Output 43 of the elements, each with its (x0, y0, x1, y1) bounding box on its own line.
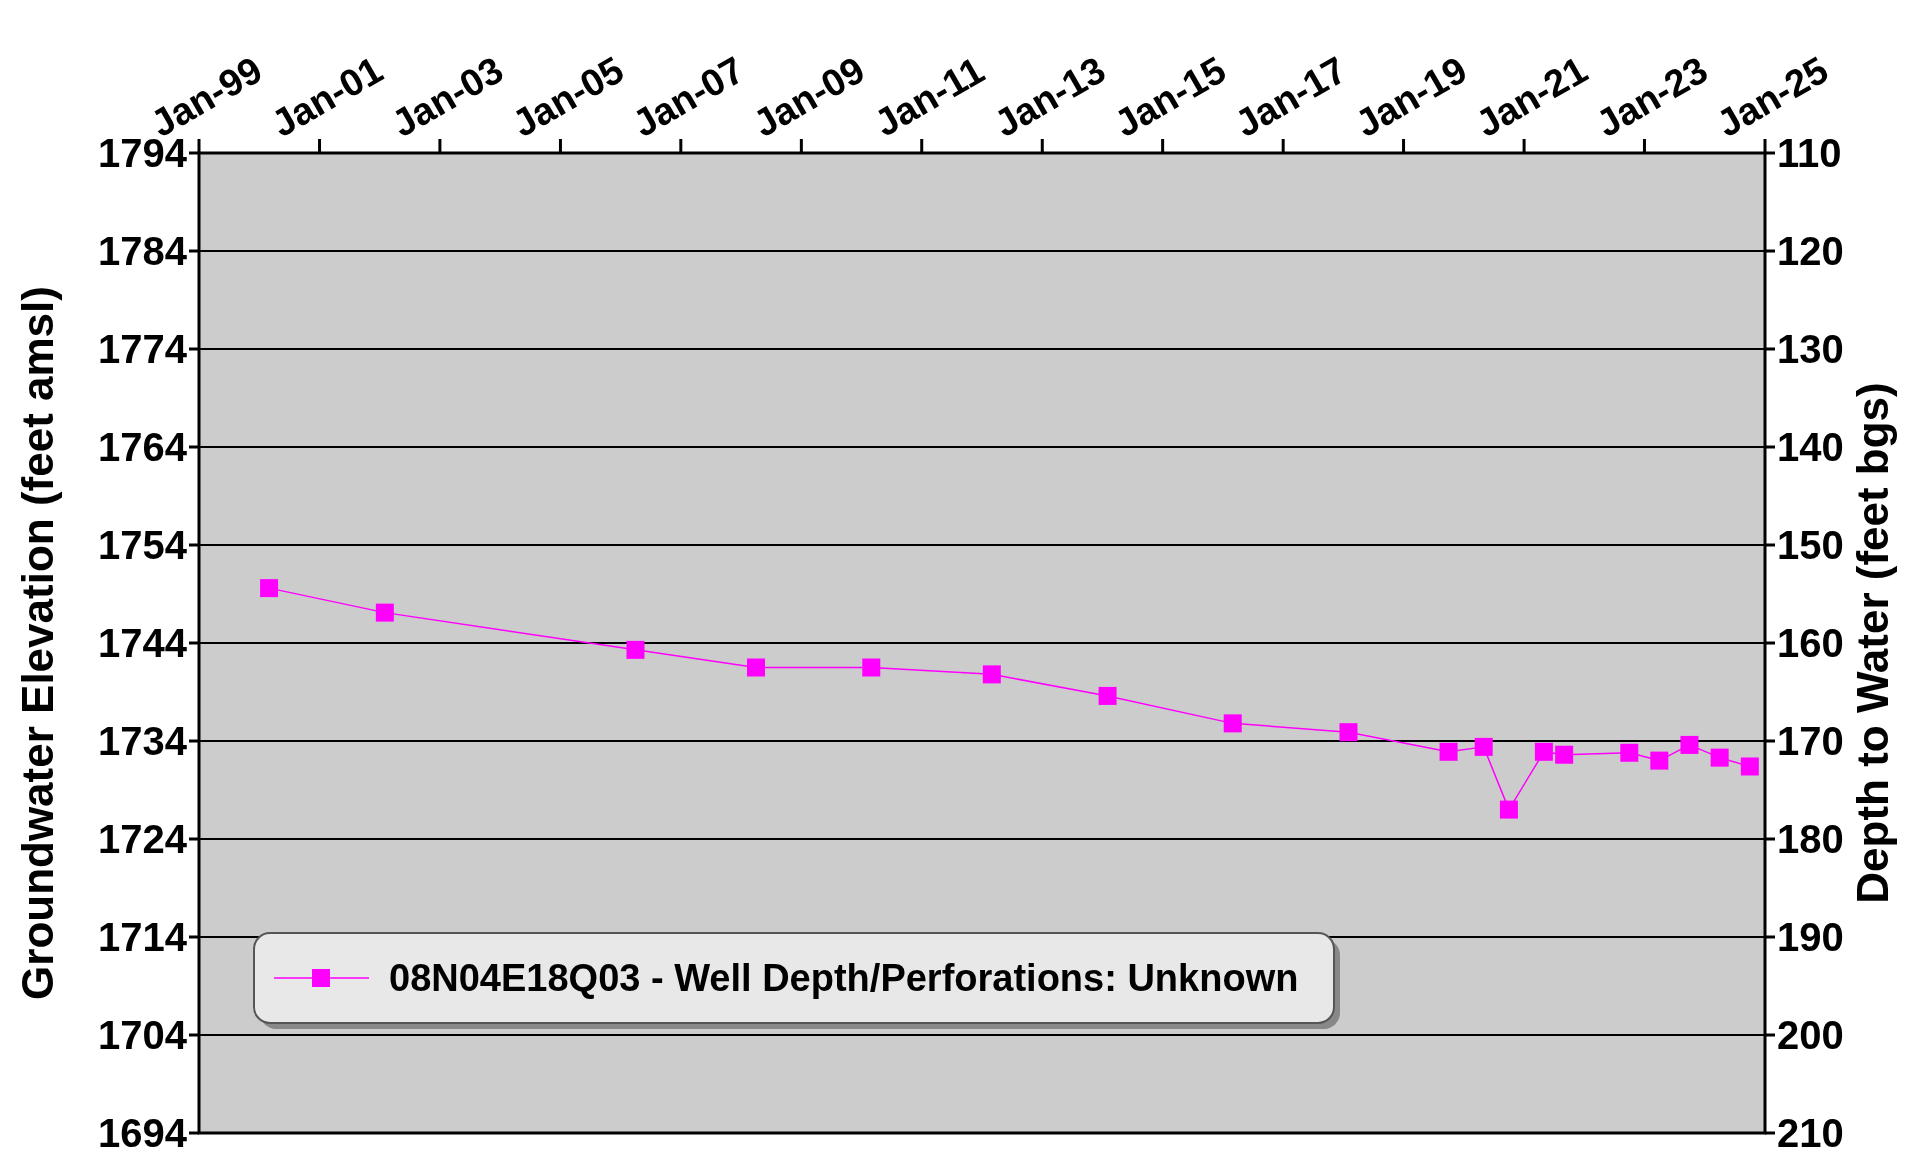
y2-tick-label: 200 (1777, 1013, 1844, 1057)
y-tick-label: 1694 (98, 1111, 188, 1155)
point (1620, 743, 1639, 762)
y2-tick-label: 120 (1777, 229, 1844, 273)
point (1499, 800, 1518, 819)
point (982, 665, 1001, 684)
y2-tick-label: 170 (1777, 719, 1844, 763)
point (1555, 745, 1574, 764)
y-tick-label: 1724 (98, 817, 188, 861)
point (1534, 742, 1553, 761)
point (1098, 686, 1117, 705)
point (1339, 723, 1358, 742)
point (1740, 757, 1759, 776)
y-tick-label: 1744 (98, 621, 188, 665)
point (375, 603, 394, 622)
legend-label: 08N04E18Q03 - Well Depth/Perforations: Unknown (389, 957, 1299, 1000)
y2-axis-title: Depth to Water (feet bgs) (1848, 382, 1897, 904)
point (1439, 742, 1458, 761)
point (1650, 751, 1669, 770)
y-axis-title: Groundwater Elevation (feet amsl) (13, 286, 62, 1000)
point (1710, 748, 1729, 767)
y-tick-label: 1774 (98, 327, 188, 371)
y2-tick-label: 210 (1777, 1111, 1844, 1155)
point (1680, 735, 1699, 754)
y2-tick-label: 130 (1777, 327, 1844, 371)
point (1474, 737, 1493, 756)
y2-tick-label: 190 (1777, 915, 1844, 959)
y2-tick-label: 180 (1777, 817, 1844, 861)
y2-tick-label: 160 (1777, 621, 1844, 665)
y2-tick-label: 140 (1777, 425, 1844, 469)
y-tick-label: 1754 (98, 523, 188, 567)
point (862, 658, 881, 677)
y2-tick-label: 110 (1777, 131, 1842, 175)
y-tick-label: 1734 (98, 719, 188, 763)
y-tick-label: 1764 (98, 425, 188, 469)
y-tick-label: 1704 (98, 1013, 188, 1057)
point (1223, 714, 1242, 733)
point (626, 640, 645, 659)
y2-tick-label: 150 (1777, 523, 1844, 567)
y-tick-label: 1714 (98, 915, 188, 959)
point (747, 658, 766, 677)
y-tick-label: 1784 (98, 229, 188, 273)
point (260, 579, 279, 598)
